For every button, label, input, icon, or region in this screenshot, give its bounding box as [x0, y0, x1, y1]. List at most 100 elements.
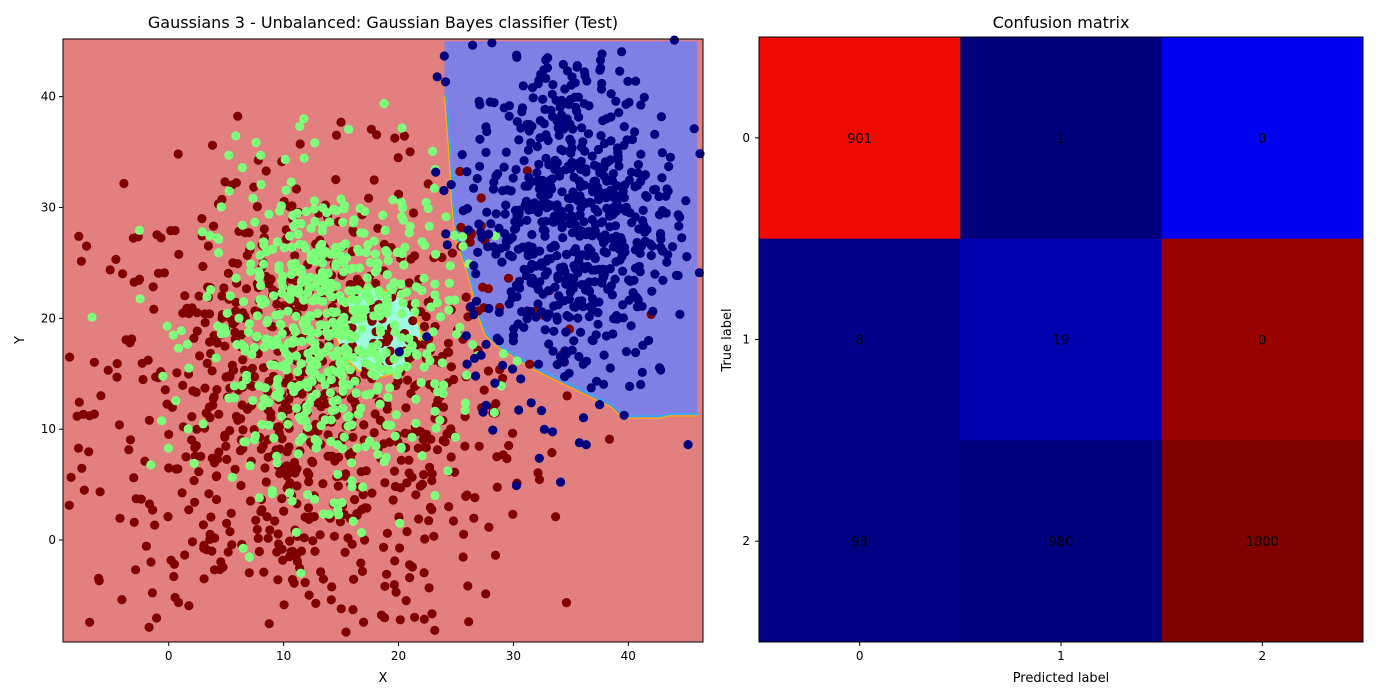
data-point — [606, 89, 616, 99]
data-point — [447, 248, 457, 258]
data-point — [511, 480, 521, 491]
data-point — [588, 187, 598, 197]
data-point — [192, 424, 202, 434]
data-point — [482, 207, 492, 217]
data-point — [223, 547, 233, 557]
data-point — [240, 437, 251, 447]
data-point — [607, 233, 617, 243]
data-point — [260, 298, 270, 308]
data-point — [192, 326, 202, 336]
x-tick-label: 0 — [165, 649, 173, 663]
data-point — [426, 302, 436, 312]
data-point — [522, 314, 532, 324]
data-point — [381, 348, 391, 358]
data-point — [695, 149, 705, 159]
data-point — [587, 151, 597, 161]
data-point — [658, 275, 668, 285]
data-point — [554, 291, 564, 301]
data-point — [599, 163, 609, 173]
data-point — [542, 203, 552, 213]
data-point — [605, 264, 615, 274]
data-point — [354, 263, 365, 273]
data-point — [315, 530, 325, 540]
data-point — [544, 339, 554, 349]
y-tick-label: 40 — [41, 90, 56, 104]
data-point — [546, 184, 557, 194]
data-point — [429, 531, 439, 541]
data-point — [310, 138, 320, 148]
data-point — [401, 403, 411, 413]
data-point — [371, 349, 381, 359]
data-point — [689, 124, 699, 134]
data-point — [277, 544, 287, 554]
data-point — [372, 130, 382, 140]
data-point — [189, 476, 199, 486]
data-point — [237, 163, 247, 173]
data-point — [316, 567, 326, 577]
data-point — [596, 218, 606, 228]
data-point — [638, 340, 648, 350]
data-point — [569, 218, 579, 228]
data-point — [280, 154, 290, 165]
data-point — [489, 98, 499, 108]
data-point — [238, 355, 248, 365]
data-point — [491, 209, 501, 219]
data-point — [681, 196, 691, 206]
data-point — [253, 533, 263, 544]
data-point — [371, 278, 381, 288]
data-point — [225, 527, 235, 537]
data-point — [597, 278, 607, 288]
data-point — [411, 394, 421, 404]
data-point — [391, 587, 401, 597]
data-point — [541, 216, 551, 226]
data-point — [498, 373, 508, 383]
data-point — [650, 129, 660, 139]
data-point — [291, 184, 302, 194]
data-point — [331, 175, 341, 185]
region-2-boundary-inner — [445, 94, 700, 417]
data-point — [312, 275, 322, 285]
data-point — [395, 615, 405, 625]
data-point — [266, 360, 276, 370]
data-point — [197, 214, 207, 224]
data-point — [199, 540, 209, 551]
data-point — [525, 307, 536, 317]
data-point — [650, 269, 660, 279]
data-point — [236, 414, 246, 424]
data-point — [273, 529, 283, 539]
data-point — [619, 122, 629, 132]
data-point — [430, 406, 440, 416]
data-point — [348, 263, 358, 273]
data-point — [277, 329, 287, 339]
data-point — [299, 153, 309, 163]
data-point — [359, 617, 369, 627]
data-point — [335, 358, 345, 368]
data-point — [266, 413, 276, 423]
data-point — [334, 452, 344, 462]
data-point — [673, 210, 683, 220]
data-point — [87, 312, 97, 322]
data-point — [410, 298, 420, 308]
data-point — [275, 206, 285, 216]
data-point — [564, 312, 574, 322]
data-point — [422, 332, 432, 342]
data-point — [318, 574, 328, 584]
data-point — [487, 38, 497, 48]
data-point — [203, 241, 213, 251]
data-point — [216, 557, 226, 567]
data-point — [187, 303, 197, 313]
data-point — [199, 574, 209, 584]
data-point — [352, 443, 362, 453]
data-point — [598, 116, 608, 126]
data-point — [297, 389, 307, 399]
data-point — [353, 244, 363, 254]
data-point — [103, 365, 113, 375]
data-point — [359, 228, 369, 238]
x-tick-label: 10 — [276, 649, 291, 663]
data-point — [184, 601, 194, 611]
data-point — [536, 69, 546, 79]
data-point — [624, 275, 634, 285]
data-point — [287, 242, 297, 252]
data-point — [429, 183, 439, 193]
data-point — [541, 130, 551, 140]
